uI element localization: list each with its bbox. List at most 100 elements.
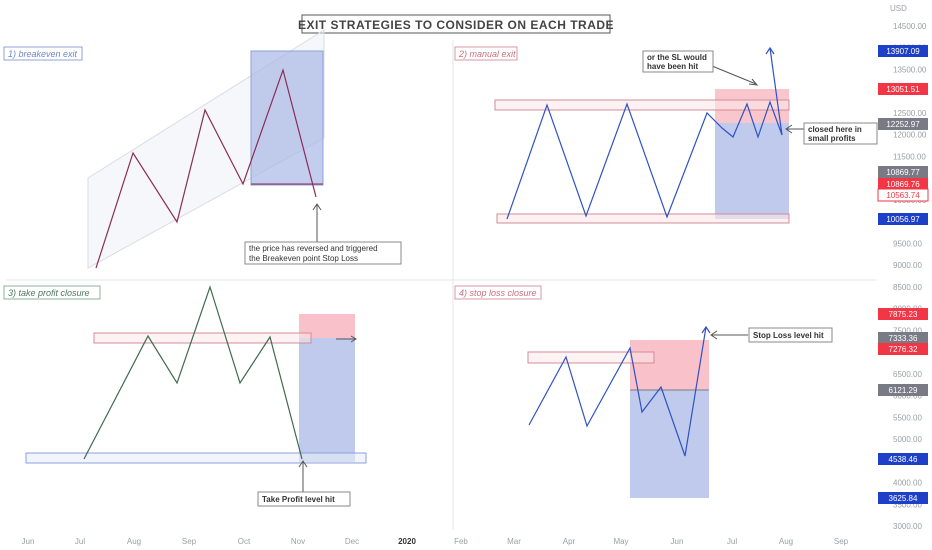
price-tag-label: 13907.09: [886, 47, 920, 56]
x-tick-label: 2020: [398, 537, 416, 546]
price-tag-label: 10056.97: [886, 215, 920, 224]
annotation-closed-line1: closed here in: [808, 125, 862, 134]
annotation-breakeven-line2: the Breakeven point Stop Loss: [249, 254, 358, 263]
panel-2-blue-zone: [715, 123, 789, 219]
series-layer: [83, 46, 783, 460]
y-tick-label: 6000.00: [893, 392, 922, 401]
price-tag: [878, 453, 928, 465]
price-tag: [878, 83, 928, 95]
series-panel-2: [506, 47, 783, 220]
x-tick-label: Sep: [182, 537, 197, 546]
arrow-take-profit: [298, 460, 308, 492]
y-tick-label: 4000.00: [893, 479, 922, 488]
panel-4-blue-zone: [630, 390, 709, 498]
arrow-breakeven: [312, 203, 322, 242]
panel-label-3: 3) take profit closure: [3, 285, 101, 300]
x-tick-label: Apr: [563, 537, 576, 546]
y-tick-label: 6500.00: [893, 370, 922, 379]
x-tick-label: May: [613, 537, 628, 546]
annotation-sl-line2: have been hit: [647, 62, 698, 71]
x-axis: Jun Jul Aug Sep Oct Nov Dec 2020 Feb Mar Apr May Jun…: [22, 537, 849, 546]
price-tag-label: 13051.51: [886, 85, 920, 94]
annotation-tp-line1: Take Profit level hit: [262, 495, 335, 504]
arrow-panel3-tp: [336, 335, 357, 343]
price-tag: [878, 343, 928, 355]
series-panel-1: [95, 67, 317, 269]
price-tag: [878, 178, 928, 190]
price-tag: [878, 166, 928, 178]
title-box: [301, 14, 611, 34]
panel-2-resistance-box: [494, 99, 790, 111]
y-tick-label: 8500.00: [893, 283, 922, 292]
y-tick-label: 11500.00: [893, 152, 926, 161]
price-tag: [878, 213, 928, 225]
annotation-breakeven: the price has reversed and triggered the…: [244, 241, 402, 265]
x-tick-label: Dec: [345, 537, 359, 546]
panel-3-support-box: [25, 452, 367, 464]
panel-2-support-box: [496, 213, 790, 224]
price-tag: [877, 188, 929, 202]
x-tick-label: Sep: [834, 537, 849, 546]
annotation-sl-would-hit: or the SL would have been hit: [642, 50, 714, 73]
price-tag: [878, 384, 928, 396]
x-tick-label: Jul: [727, 537, 737, 546]
panel-4-resistance-box: [527, 351, 655, 364]
y-tick-label: 3500.00: [893, 500, 922, 509]
price-tag: [878, 492, 928, 504]
annotation-breakeven-line1: the price has reversed and triggered: [249, 244, 378, 253]
annotation-stop-loss: Stop Loss level hit: [748, 327, 833, 343]
price-labels: 13907.09 13051.51 12252.97 10869.77 10869.76…: [877, 45, 929, 504]
series-panel-4: [528, 326, 707, 457]
price-tag-label: 10869.76: [886, 180, 920, 189]
price-tag: [878, 118, 928, 130]
panel-4-text: 4) stop loss closure: [459, 288, 537, 298]
panel-3-blue-zone: [299, 338, 355, 462]
panel-label-4: 4) stop loss closure: [454, 285, 542, 300]
arrow-sl-would-hit: [711, 65, 759, 86]
x-tick-label: Aug: [127, 537, 141, 546]
series-arrowhead-1: [765, 46, 775, 55]
y-tick-label: 12500.00: [893, 109, 927, 118]
x-tick-label: Jun: [22, 537, 35, 546]
y-tick-label: 7500.00: [893, 326, 922, 335]
series-panel-3: [83, 285, 303, 460]
annotation-stoploss-line1: Stop Loss level hit: [753, 331, 824, 340]
x-tick-label: Nov: [291, 537, 305, 546]
price-tag: [878, 308, 928, 320]
y-tick-label: 5000.00: [893, 435, 922, 444]
y-tick-label: 9500.00: [893, 239, 922, 248]
price-tag-label: 10869.77: [886, 168, 920, 177]
price-tag-label: 4538.46: [889, 455, 918, 464]
panel-label-2: 2) manual exit: [454, 46, 518, 61]
x-tick-label: Jul: [75, 537, 85, 546]
panel-2-text: 2) manual exit: [458, 49, 516, 59]
arrow-stop-loss: [710, 330, 748, 340]
panel-label-1: 1) breakeven exit: [3, 46, 83, 61]
y-tick-label: 3000.00: [893, 522, 922, 531]
arrow-closed-here: [785, 124, 804, 134]
annotation-closed-here: closed here in small profits: [803, 122, 878, 145]
y-tick-label: 13500.00: [893, 65, 927, 74]
x-tick-label: Aug: [779, 537, 793, 546]
panel-1-blue-zone: [250, 50, 324, 186]
price-tag-label: 12252.97: [886, 120, 920, 129]
annotation-sl-line1: or the SL would: [647, 53, 707, 62]
annotation-take-profit: Take Profit level hit: [257, 491, 351, 507]
price-tag-label: 6121.29: [889, 386, 918, 395]
price-tag-label: 7333.36: [889, 334, 918, 343]
panel-4-red-zone: [630, 340, 709, 390]
x-tick-label: Feb: [454, 537, 468, 546]
chart-title: EXIT STRATEGIES TO CONSIDER ON EACH TRAD…: [298, 18, 614, 32]
x-tick-label: Jun: [671, 537, 684, 546]
annotation-closed-line2: small profits: [808, 134, 856, 143]
currency-label: USD: [890, 4, 907, 13]
price-tag-label: 7875.23: [889, 310, 918, 319]
x-tick-label: Mar: [507, 537, 521, 546]
panel-3-text: 3) take profit closure: [8, 288, 90, 298]
y-tick-label: 9000.00: [893, 261, 922, 270]
y-tick-label: 12000.00: [893, 131, 927, 140]
series-arrowhead-2: [701, 325, 711, 334]
x-tick-label: Oct: [238, 537, 251, 546]
y-tick-label: 14500.00: [893, 22, 927, 31]
